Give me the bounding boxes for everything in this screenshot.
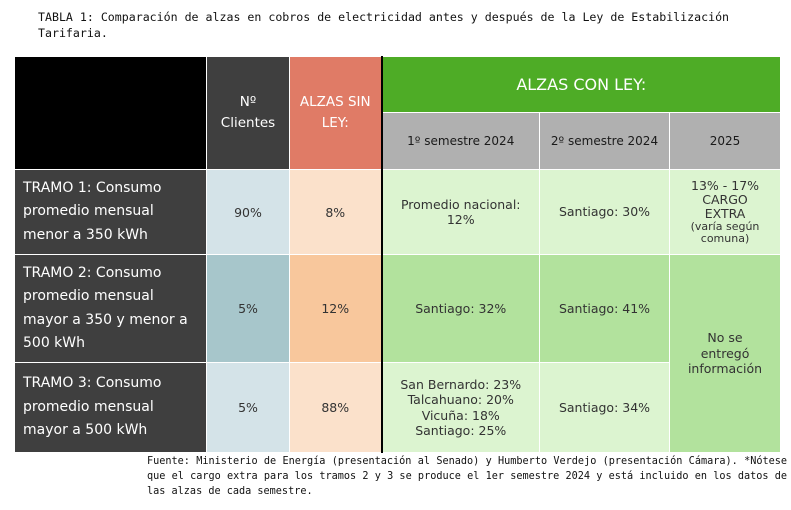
y2025-line: información <box>687 361 763 377</box>
y2025-line: CARGO <box>702 191 748 207</box>
header-sin-ley: ALZAS SIN LEY: <box>289 56 382 170</box>
header-sem2: 2º semestre 2024 <box>539 112 670 170</box>
sem2-value: Santiago: 41% <box>539 254 670 363</box>
comparison-table: Nº Clientes ALZAS SIN LEY: ALZAS CON LEY… <box>14 56 782 453</box>
sem1-line: Promedio nacional: <box>400 196 521 212</box>
tramo-label: TRAMO 2: Consumo promedio mensual mayor … <box>14 254 207 363</box>
sem2-value: Santiago: 30% <box>539 169 670 255</box>
y2025-line: 13% - 17% <box>691 177 760 193</box>
clientes-value: 90% <box>206 169 290 255</box>
sem1-value: Santiago: 32% <box>380 254 540 363</box>
header-clientes: Nº Clientes <box>206 56 290 170</box>
sem1-line: 12% <box>446 212 475 227</box>
header-row-top: Nº Clientes ALZAS SIN LEY: ALZAS CON LEY… <box>14 56 782 170</box>
sem1-line: Vicuña: 18% <box>421 407 500 423</box>
sem1-value: San Bernardo: 23% Talcahuano: 20% Vicuña… <box>380 362 540 453</box>
comparison-table-container: Nº Clientes ALZAS SIN LEY: ALZAS CON LEY… <box>14 56 782 453</box>
y2025-value: 13% - 17% CARGO EXTRA (varía según comun… <box>668 169 782 255</box>
y2025-value-merged: No se entregó información <box>668 254 782 453</box>
header-sin-ley-label: ALZAS SIN LEY: <box>299 94 371 131</box>
tramo-label: TRAMO 3: Consumo promedio mensual mayor … <box>14 362 207 453</box>
y2025-line: entregó <box>700 345 750 361</box>
sem1-line: Santiago: 25% <box>415 423 507 438</box>
y2025-line: No se <box>707 330 743 346</box>
sem1-value: Promedio nacional: 12% <box>380 169 540 255</box>
clientes-value: 5% <box>206 362 290 453</box>
header-row-sub: 1º semestre 2024 2º semestre 2024 2025 <box>15 112 782 170</box>
tramo-label: TRAMO 1: Consumo promedio mensual menor … <box>14 169 207 255</box>
sem1-line: San Bernardo: 23% <box>400 376 522 392</box>
sin-ley-value: 88% <box>289 362 382 453</box>
table-row-tramo-2: TRAMO 2: Consumo promedio mensual mayor … <box>14 254 782 453</box>
table-row-tramo-3: TRAMO 3: Consumo promedio mensual mayor … <box>14 362 781 453</box>
sin-ley-value: 12% <box>289 254 382 363</box>
header-empty-cell <box>14 56 207 170</box>
y2025-note: (varía según <box>690 219 760 233</box>
table-caption: TABLA 1: Comparación de alzas en cobros … <box>38 10 737 40</box>
y2025-line: EXTRA <box>704 205 746 221</box>
table-row-tramo-1: TRAMO 1: Consumo promedio mensual menor … <box>14 169 782 255</box>
sem2-value: Santiago: 34% <box>539 362 670 453</box>
header-2025: 2025 <box>668 112 782 170</box>
table-footer-source: Fuente: Ministerio de Energía (presentac… <box>147 456 787 497</box>
y2025-note: comuna) <box>700 232 750 245</box>
sin-ley-value: 8% <box>289 169 382 255</box>
sem1-line: Talcahuano: 20% <box>407 392 514 407</box>
header-sem1: 1º semestre 2024 <box>380 112 540 170</box>
header-con-ley: ALZAS CON LEY: <box>380 56 782 113</box>
clientes-value: 5% <box>206 254 290 363</box>
header-clientes-label: Nº Clientes <box>220 94 276 131</box>
